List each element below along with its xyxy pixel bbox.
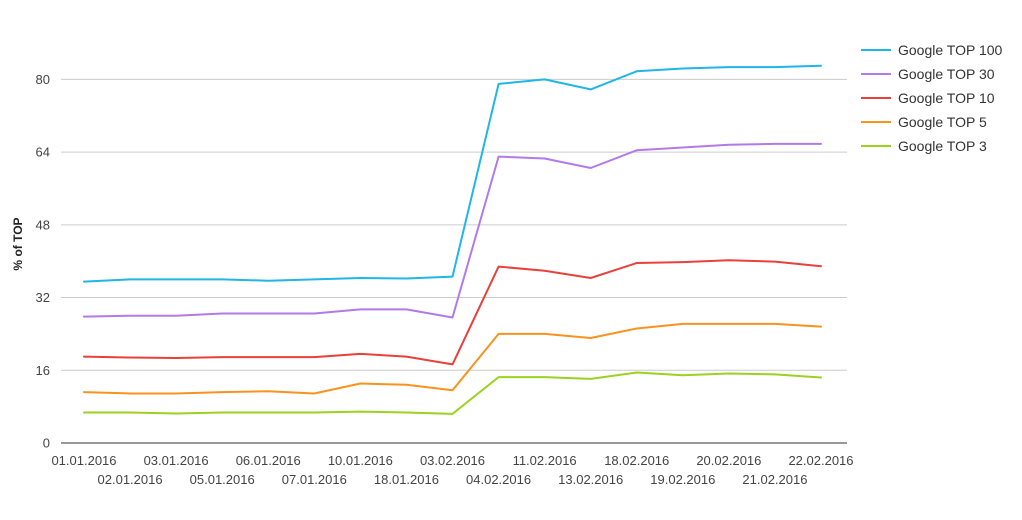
x-tick-label: 21.02.2016 <box>742 472 807 487</box>
legend-label: Google TOP 3 <box>898 138 987 154</box>
series-line <box>83 64 822 283</box>
legend: Google TOP 100 Google TOP 30 Google TOP 10… <box>861 42 1003 154</box>
y-tick-label: 32 <box>36 290 50 305</box>
x-tick-label: 20.02.2016 <box>696 453 761 468</box>
y-tick-label: 0 <box>43 436 50 451</box>
series-lines <box>83 64 822 415</box>
x-tick-label: 03.01.2016 <box>144 453 209 468</box>
x-tick-label: 18.02.2016 <box>604 453 669 468</box>
x-tick-label: 07.01.2016 <box>282 472 347 487</box>
legend-label: Google TOP 30 <box>898 66 995 82</box>
x-tick-label: 11.02.2016 <box>513 453 577 468</box>
y-tick-label: 64 <box>36 145 50 160</box>
legend-label: Google TOP 10 <box>898 90 995 106</box>
x-tick-label: 04.02.2016 <box>466 472 531 487</box>
x-tick-label: 02.01.2016 <box>98 472 163 487</box>
series-line <box>83 371 822 415</box>
x-tick-label: 03.02.2016 <box>420 453 485 468</box>
y-tick-label: 80 <box>36 72 50 87</box>
x-tick-label: 10.01.2016 <box>328 453 393 468</box>
y-tick-label: 48 <box>36 217 50 232</box>
y-axis-label: % of TOP <box>11 217 25 270</box>
y-tick-label: 16 <box>36 363 50 378</box>
y-tick-labels: 0 16 32 48 64 80 <box>36 72 50 451</box>
series-line <box>83 259 822 366</box>
x-tick-label: 05.01.2016 <box>190 472 255 487</box>
x-tick-label: 06.01.2016 <box>236 453 301 468</box>
grid-layer <box>61 78 847 371</box>
x-tick-labels: 01.01.2016 02.01.2016 03.01.2016 05.01.2016… <box>51 453 853 487</box>
series-line <box>83 322 822 395</box>
x-tick-label: 19.02.2016 <box>650 472 715 487</box>
legend-label: Google TOP 100 <box>898 42 1003 58</box>
series-line <box>83 142 822 319</box>
x-tick-label: 13.02.2016 <box>558 472 623 487</box>
x-tick-label: 18.01.2016 <box>374 472 439 487</box>
legend-label: Google TOP 5 <box>898 114 987 130</box>
x-tick-label: 22.02.2016 <box>788 453 853 468</box>
x-tick-label: 01.01.2016 <box>51 453 116 468</box>
